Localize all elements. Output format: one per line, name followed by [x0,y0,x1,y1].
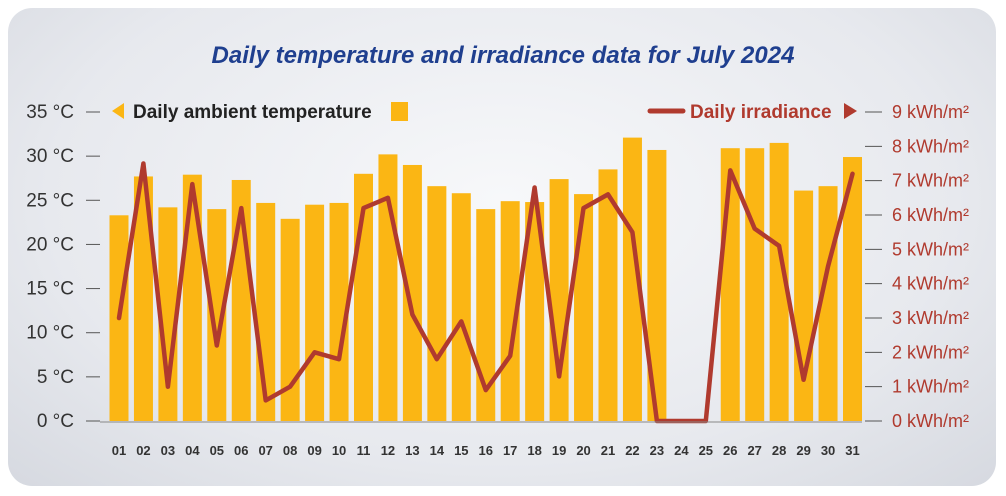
x-axis-tick-label: 27 [747,443,761,458]
temperature-bar [574,194,594,421]
x-axis-tick-label: 05 [210,443,224,458]
left-axis-tick-label: 10 °C [26,323,74,344]
legend-right-arrow-icon [844,103,857,119]
temperature-bar [549,179,569,421]
x-axis-tick-label: 11 [357,443,371,458]
right-axis-tick-label: 6 kWh/m² [892,205,969,225]
x-axis-tick-label: 20 [576,443,590,458]
left-axis-tick-label: 25 °C [26,190,74,211]
right-axis-tick-label: 4 kWh/m² [892,274,969,294]
irradiance-line [116,161,855,424]
x-axis-tick-label: 04 [185,443,200,458]
x-axis-tick-label: 26 [723,443,737,458]
x-axis-tick-label: 21 [601,443,615,458]
temperature-bar [598,169,618,421]
temperature-bar [158,207,178,421]
x-axis: 01 02 03 04 05 06 07 08 09 10 11 12 13 14 15 16 17 18 19 20… [100,421,862,458]
x-axis-tick-label: 09 [307,443,321,458]
temperature-bar [133,176,153,421]
right-axis-tick-label: 8 kWh/m² [892,136,969,156]
left-axis-tick-label: 35 °C [26,102,74,123]
temperature-bar [378,154,398,421]
temperature-bar [843,157,862,422]
chart-title: Daily temperature and irradiance data fo… [212,42,795,69]
x-axis-tick-label: 14 [430,443,445,458]
left-axis: 0 °C 5 °C 10 °C 15 °C 20 °C 25 °C 30 °C 35 °C [26,102,100,432]
right-axis-tick-label: 1 kWh/m² [892,377,969,397]
x-axis-tick-label: 07 [258,443,272,458]
legend-bar-swatch [391,102,408,121]
right-axis-tick-label: 0 kWh/m² [892,411,969,431]
temperature-bar [402,164,422,421]
legend-left-arrow-icon [112,103,124,119]
x-axis-tick-label: 12 [381,443,395,458]
left-axis-tick-label: 5 °C [37,367,74,388]
right-axis-tick-label: 7 kWh/m² [892,171,969,191]
legend-temperature-label: Daily ambient temperature [133,102,372,123]
temperature-bar [525,202,545,421]
x-axis-tick-label: 03 [161,443,175,458]
legend-temperature: Daily ambient temperature [112,102,408,123]
x-axis-tick-label: 30 [821,443,835,458]
x-axis-tick-label: 25 [699,443,713,458]
x-axis-tick-label: 31 [845,443,859,458]
temperature-bar [305,204,325,421]
left-axis-tick-label: 20 °C [26,234,74,255]
x-axis-tick-label: 08 [283,443,297,458]
temperature-bar [622,137,642,422]
x-axis-tick-label: 10 [332,443,346,458]
x-axis-tick-label: 02 [136,443,150,458]
right-axis-tick-label: 9 kWh/m² [892,102,969,122]
left-axis-tick-label: 15 °C [26,279,74,300]
temperature-bar [451,193,471,421]
temperature-bar [329,202,349,421]
x-axis-tick-label: 19 [552,443,566,458]
x-axis-tick-label: 23 [650,443,664,458]
x-axis-tick-label: 16 [479,443,493,458]
temperature-bar [745,148,765,421]
x-axis-tick-label: 06 [234,443,248,458]
temperature-bar [769,142,789,421]
right-axis-tick-label: 5 kWh/m² [892,239,969,259]
temperature-bar [476,209,496,421]
x-axis-tick-label: 01 [112,443,126,458]
x-axis-tick-label: 22 [625,443,639,458]
temperature-bar [427,186,447,421]
x-axis-tick-label: 18 [527,443,541,458]
x-axis-tick-label: 13 [405,443,419,458]
temperature-bar [207,209,227,421]
temperature-bar [647,149,667,421]
x-axis-tick-label: 29 [796,443,810,458]
temperature-bar [182,174,202,421]
legend-irradiance-label: Daily irradiance [690,102,832,123]
x-axis-tick-label: 15 [454,443,468,458]
right-axis: 0 kWh/m² 1 kWh/m² 2 kWh/m² 3 kWh/m² 4 kWh/m²… [865,102,969,431]
legend-irradiance: Daily irradiance [647,102,857,123]
temperature-bar [280,218,300,421]
x-axis-tick-label: 24 [674,443,689,458]
right-axis-tick-label: 2 kWh/m² [892,342,969,362]
left-axis-tick-label: 30 °C [26,146,74,167]
right-axis-tick-label: 3 kWh/m² [892,308,969,328]
left-axis-tick-label: 0 °C [37,411,74,432]
irradiance-line-layer [116,161,855,424]
x-axis-tick-label: 28 [772,443,786,458]
x-axis-tick-label: 17 [503,443,517,458]
temperature-bars [109,137,862,422]
temperature-bar [794,190,814,421]
